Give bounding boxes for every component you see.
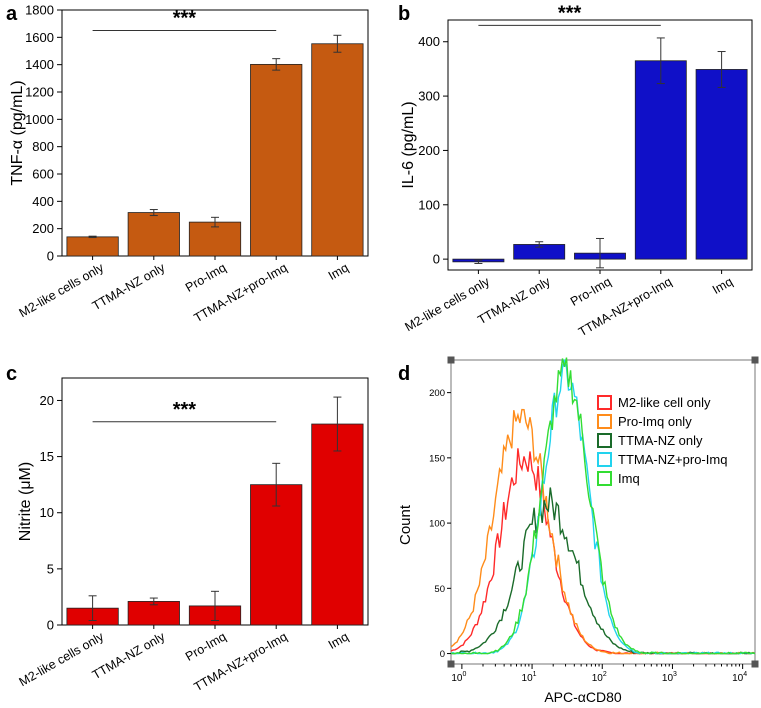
corner-handle [447,660,455,668]
legend-swatch [597,414,612,429]
x-tick-base: 10 [451,673,463,684]
x-tick-label: 104 [732,671,747,684]
category-label: Imq [710,274,735,297]
legend-swatch [597,433,612,448]
bar [634,60,687,260]
x-tick-label: 101 [522,671,537,684]
y-tick-label: 600 [32,167,54,182]
y-tick-label: 20 [40,393,54,408]
y-tick-label: 100 [418,197,440,212]
y-tick-label: 400 [418,34,440,49]
y-tick-label: 0 [47,249,54,264]
x-axis-title: APC-αCD80 [544,689,622,705]
x-tick-exponent: 4 [743,671,747,678]
x-tick-base: 10 [592,673,604,684]
corner-handle [751,660,759,668]
legend-label: TTMA-NZ only [618,433,703,448]
y-tick-label: 10 [40,505,54,520]
chart-il6: 0 100 200 300 400 IL-6 (pg/mL) M2-like cells o… [400,2,753,339]
x-tick-exponent: 2 [603,671,607,678]
histogram-line [451,487,756,655]
corner-handle [751,356,759,364]
x-tick-exponent: 0 [462,671,466,678]
category-label: M2-like cells only [17,260,107,320]
panel-label-a: a [6,3,18,25]
y-tick-label: 0 [47,618,54,633]
y-tick-label: 200 [418,143,440,158]
bar [250,63,303,257]
category-label: Pro-Imq [183,629,229,663]
bar [66,236,119,257]
legend-label: TTMA-NZ+pro-Imq [618,452,727,467]
x-tick-exponent: 3 [673,671,677,678]
histogram-line [450,357,756,655]
x-tick-base: 10 [662,673,674,684]
x-tick-label: 100 [451,671,466,684]
y-tick-label: 1600 [25,30,54,45]
panel-label-d: d [398,363,410,385]
histogram-line [450,448,756,655]
legend-label: Imq [618,471,640,486]
y-tick-label: 200 [32,221,54,236]
y-tick-label: 0 [433,252,440,267]
y-tick-label: 200 [429,388,445,399]
bar [250,484,303,626]
panel-label-c: c [6,363,17,385]
corner-handle [447,356,455,364]
x-tick-base: 10 [522,673,534,684]
y-tick-label: 1800 [25,3,54,18]
y-axis-title: IL-6 (pg/mL) [400,101,417,188]
panel-label-b: b [398,3,410,25]
y-tick-label: 5 [47,561,54,576]
y-tick-label: 300 [418,89,440,104]
plot-frame [450,359,756,665]
x-tick-label: 103 [662,671,677,684]
legend-swatch [597,395,612,410]
bar [311,43,364,257]
bar [127,212,180,257]
y-axis-title: TNF-α (pg/mL) [9,80,26,185]
bar [695,69,748,260]
legend-label: Pro-Imq only [618,414,692,429]
chart-tnf-alpha: 0 200 400 600 800 1000 1200 1400 1600 1800 TNF-α (… [9,3,369,325]
legend-label: M2-like cell only [618,395,711,410]
significance-stars: *** [558,2,582,24]
y-tick-label: 0 [440,649,445,660]
y-tick-label: 50 [434,584,445,595]
x-tick-exponent: 1 [533,671,537,678]
y-tick-label: 800 [32,139,54,154]
y-tick-label: 400 [32,194,54,209]
significance-stars: *** [173,8,197,30]
category-label: Imq [326,260,351,283]
legend-swatch [597,452,612,467]
y-tick-label: 150 [429,453,445,464]
category-label: Pro-Imq [568,274,614,308]
category-label: Imq [326,629,351,652]
category-label: M2-like cells only [402,274,492,334]
y-tick-label: 15 [40,449,54,464]
category-label: M2-like cells only [17,629,107,689]
legend-swatch [597,471,612,486]
x-tick-base: 10 [732,673,744,684]
y-axis-title: Nitrite (μM) [17,462,34,541]
y-tick-label: 1400 [25,57,54,72]
category-label: Pro-Imq [183,260,229,294]
y-axis-title: Count [397,504,414,545]
y-tick-label: 100 [429,519,445,530]
x-tick-label: 102 [592,671,607,684]
significance-stars: *** [173,399,197,421]
y-tick-label: 1000 [25,112,54,127]
y-tick-label: 1200 [25,85,54,100]
bar [311,423,364,626]
